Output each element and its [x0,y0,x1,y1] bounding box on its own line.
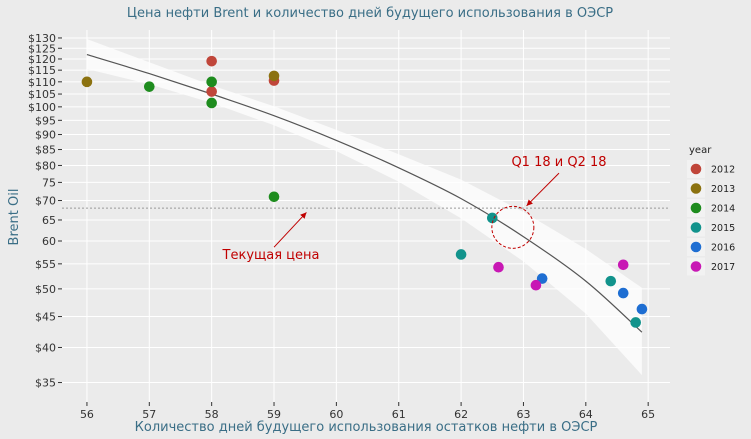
y-tick-label: $35 [35,377,56,390]
legend-key-2015 [690,222,702,233]
data-points [81,55,648,328]
legend-label-2014: 2014 [711,204,735,215]
legend-label-2015: 2015 [711,223,735,234]
y-tick-label: $45 [35,311,56,324]
y-tick-label: $90 [35,129,56,142]
data-point-2016 [536,273,548,284]
y-tick-label: 60 [42,235,56,248]
data-point-2017 [493,261,504,273]
x-tick-label: 64 [579,408,593,421]
y-axis-ticks: $35 $40 $45 $50 $55 60 65 $70 75 $80 $85 $90 $95$100… [28,32,62,390]
data-point-2015 [455,249,467,260]
x-axis-ticks: 56 57 58 59 60 61 62 63 64 65 [80,402,655,421]
data-point-2013 [81,76,93,88]
annotation-current-price: Текущая цена [222,248,320,263]
y-tick-label: $120 [28,53,56,66]
legend: year 2012 2013 2014 2015 2016 2017 [680,136,742,286]
trend-line [86,54,643,333]
legend-key-2017 [690,261,702,272]
y-tick-label: $105 [28,88,56,101]
confidence-band-group [86,39,642,376]
chart-title: Цена нефти Brent и количество дней будущ… [127,6,613,21]
y-tick-label: $95 [35,114,56,127]
y-tick-label: $115 [28,64,56,77]
data-point-2016 [617,287,629,299]
y-tick-label: 65 [42,214,56,227]
data-point-2017 [617,259,629,271]
data-point-2016 [636,303,648,315]
legend-label-2016: 2016 [711,243,735,254]
data-point-2017 [530,279,542,291]
x-tick-label: 60 [329,408,343,421]
x-tick-label: 61 [392,408,406,421]
annotation-q1-q2-18: Q1 18 и Q2 18 [511,155,606,170]
legend-label-2017: 2017 [711,262,735,273]
confidence-band [86,39,642,376]
legend-key-2012 [690,163,702,175]
legend-title: year [689,145,712,156]
data-point-2014 [206,76,217,88]
data-point-2014 [144,81,155,92]
y-tick-label: $70 [35,195,56,208]
plot-panel [62,30,670,402]
data-point-2015 [630,317,642,328]
x-tick-label: 62 [454,408,468,421]
x-tick-label: 58 [205,408,219,421]
data-point-2015 [486,212,498,224]
x-tick-label: 56 [80,408,94,421]
legend-label-2012: 2012 [711,165,735,176]
trend-line-group [86,54,643,333]
y-tick-label: $85 [35,144,56,157]
x-tick-label: 59 [267,408,281,421]
annotation-arrow-current [273,212,307,248]
x-tick-label: 57 [142,408,156,421]
legend-key-2014 [690,202,702,214]
annotations: Текущая цена Q1 18 и Q2 18 [222,155,607,263]
y-axis-title: Brent Oil [7,189,22,246]
x-tick-label: 63 [516,408,530,421]
data-point-2014 [268,191,280,203]
legend-key-2013 [690,183,702,194]
x-axis-title: Количество дней будущего использования о… [135,420,598,435]
y-tick-label: $55 [35,258,56,271]
y-tick-label: $125 [28,42,56,55]
x-tick-label: 65 [641,408,655,421]
y-tick-label: $100 [28,101,56,114]
data-point-2012 [206,86,217,97]
y-tick-label: $40 [35,341,56,354]
legend-key-2016 [690,241,702,253]
y-tick-label: $50 [35,283,56,296]
y-tick-label: $110 [28,76,56,89]
data-point-2015 [605,275,617,287]
data-point-2014 [206,97,217,109]
y-tick-label: $80 [35,159,56,172]
annotation-arrow-q1q2 [526,172,560,207]
y-tick-label: 75 [42,176,56,189]
annotation-circle [491,205,535,249]
data-point-2012 [206,55,217,67]
legend-label-2013: 2013 [711,184,735,195]
y-tick-label: $130 [28,32,56,45]
data-point-2013 [268,70,280,82]
